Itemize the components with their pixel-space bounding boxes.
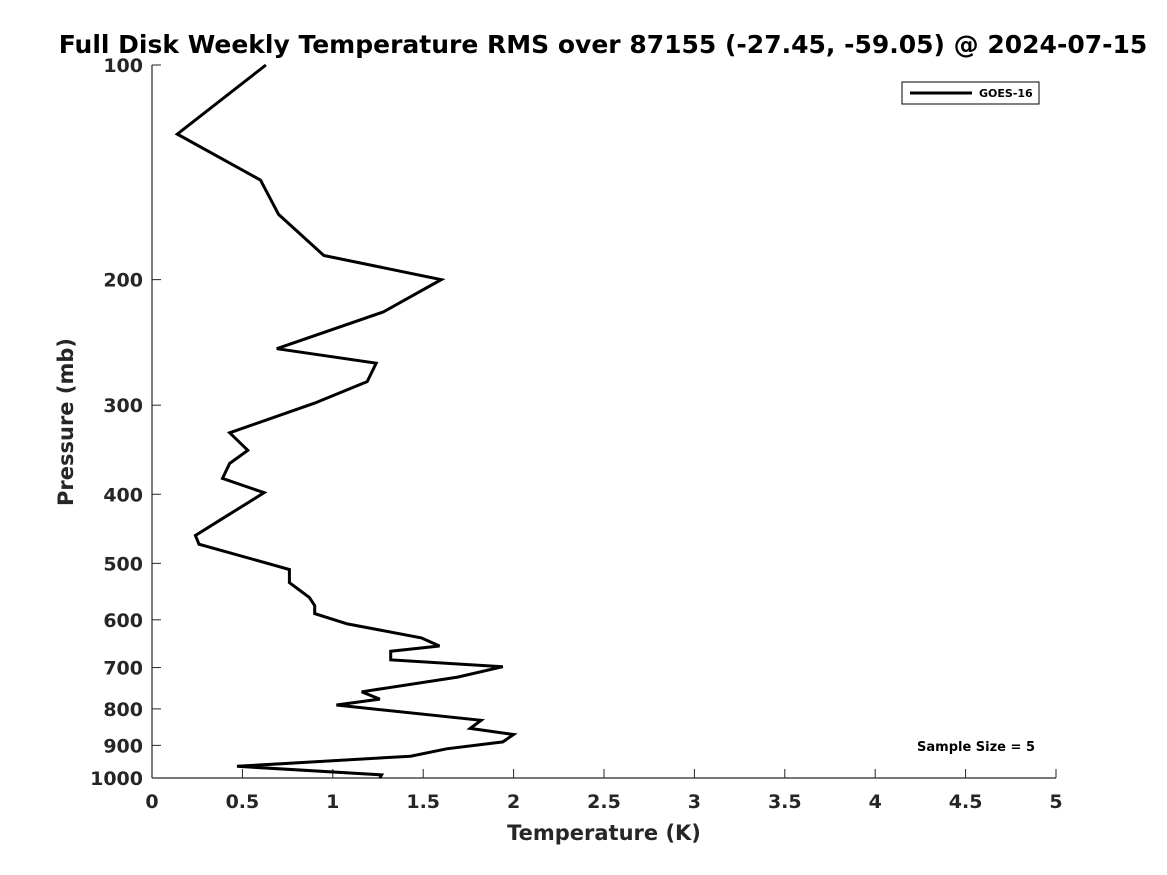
- y-tick-label: 100: [103, 55, 143, 77]
- x-tick-label: 5: [1049, 791, 1062, 813]
- x-tick-label: 3: [688, 791, 701, 813]
- x-tick-label: 0.5: [226, 791, 260, 813]
- x-tick-label: 4.5: [949, 791, 983, 813]
- y-axis-label: Pressure (mb): [54, 338, 78, 506]
- y-tick-label: 800: [103, 699, 143, 721]
- y-axis-ticks: 100 200 300 400 500 600 700 800 900 1000: [90, 55, 161, 790]
- y-tick-label: 1000: [90, 768, 143, 790]
- x-axis-label: Temperature (K): [507, 821, 701, 845]
- legend: GOES-16: [901, 81, 1040, 105]
- x-tick-label: 2: [507, 791, 520, 813]
- y-tick-label: 600: [103, 610, 143, 632]
- x-axis-ticks: 0 0.5 1 1.5 2 2.5 3 3.5 4 4.5 5: [145, 769, 1063, 813]
- legend-label-goes-16: GOES-16: [979, 87, 1033, 100]
- y-tick-label: 300: [103, 395, 143, 417]
- series-line-goes-16: [174, 63, 518, 779]
- x-tick-label: 1.5: [406, 791, 440, 813]
- x-tick-label: 4: [869, 791, 882, 813]
- y-tick-label: 200: [103, 270, 143, 292]
- sample-size-annotation: Sample Size = 5: [917, 740, 1035, 755]
- x-tick-label: 1: [326, 791, 339, 813]
- x-tick-label: 0: [145, 791, 158, 813]
- y-tick-label: 400: [103, 484, 143, 506]
- series-group: [174, 63, 518, 779]
- axes: [151, 65, 1056, 779]
- x-tick-label: 3.5: [768, 791, 802, 813]
- chart-title: Full Disk Weekly Temperature RMS over 87…: [59, 30, 1148, 59]
- y-tick-label: 500: [103, 553, 143, 575]
- y-tick-label: 700: [103, 658, 143, 680]
- x-tick-label: 2.5: [587, 791, 621, 813]
- y-tick-label: 900: [103, 735, 143, 757]
